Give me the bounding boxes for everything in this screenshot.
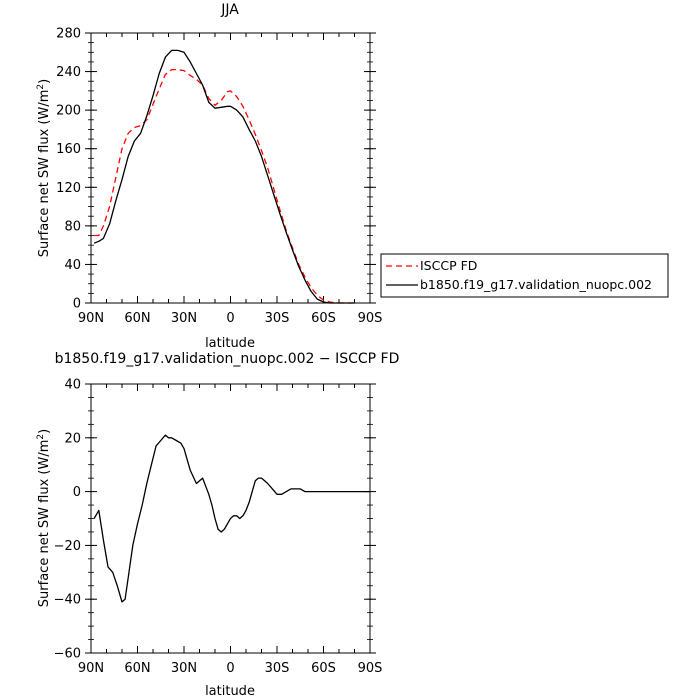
legend-label-model: b1850.f19_g17.validation_nuopc.002 [420, 277, 652, 292]
x-tick-label: 30N [171, 661, 197, 676]
chart-top-ticks [85, 33, 376, 303]
chart-top-series [94, 50, 354, 303]
x-tick-label: 60S [311, 311, 336, 326]
y-tick-label: 200 [56, 104, 81, 119]
chart-top: JJA 90N 60N 30N 0 30S 60S 90S 0 40 80 120 160 200 240… [36, 2, 382, 351]
x-tick-label: 0 [226, 661, 234, 676]
x-tick-label: 0 [226, 311, 234, 326]
x-tick-label: 30S [265, 661, 290, 676]
y-tick-label: 0 [73, 485, 81, 500]
x-tick-label: 90N [78, 311, 104, 326]
chart-top-ylabel-end: ) [37, 79, 52, 84]
chart-bottom-ylabel: Surface net SW flux (W/m2) [36, 429, 52, 607]
x-tick-label: 60N [124, 311, 150, 326]
y-tick-label: 240 [56, 65, 81, 80]
x-tick-label: 30N [171, 311, 197, 326]
chart-top-plot-frame [91, 33, 370, 303]
y-tick-label: 20 [64, 431, 81, 446]
legend: ISCCP FD b1850.f19_g17.validation_nuopc.… [381, 254, 668, 297]
series-line-0 [94, 435, 370, 602]
chart-top-tick-labels: 90N 60N 30N 0 30S 60S 90S 0 40 80 120 160 200 240 280 [56, 27, 382, 327]
y-tick-label: 280 [56, 27, 81, 42]
legend-label-isccp: ISCCP FD [420, 258, 477, 273]
x-tick-label: 90S [358, 661, 383, 676]
chart-bottom-ylabel-main: Surface net SW flux (W/m [37, 440, 52, 608]
chart-top-xlabel: latitude [205, 336, 255, 351]
x-tick-label: 30S [265, 311, 290, 326]
chart-top-ylabel-main: Surface net SW flux (W/m [37, 90, 52, 258]
chart-bottom-title: b1850.f19_g17.validation_nuopc.002 − ISC… [55, 351, 400, 367]
series-line-0 [94, 70, 354, 303]
chart-top-title: JJA [220, 2, 239, 18]
y-tick-label: −40 [54, 593, 81, 608]
y-tick-label: 40 [64, 258, 81, 273]
chart-top-ylabel: Surface net SW flux (W/m2) [36, 79, 52, 257]
chart-bottom-xlabel: latitude [205, 684, 255, 699]
y-tick-label: −20 [54, 539, 81, 554]
y-tick-label: 40 [64, 378, 81, 393]
x-tick-label: 90N [78, 661, 104, 676]
y-tick-label: 0 [73, 297, 81, 312]
x-tick-label: 60S [311, 661, 336, 676]
chart-bottom-series [94, 435, 370, 602]
chart-bottom-ylabel-end: ) [37, 429, 52, 434]
y-tick-label: 160 [56, 142, 81, 157]
x-tick-label: 90S [358, 311, 383, 326]
series-line-1 [94, 50, 354, 303]
y-tick-label: 120 [56, 181, 81, 196]
y-tick-label: −60 [54, 647, 81, 662]
x-tick-label: 60N [124, 661, 150, 676]
y-tick-label: 80 [64, 219, 81, 234]
chart-bottom: b1850.f19_g17.validation_nuopc.002 − ISC… [36, 351, 399, 699]
